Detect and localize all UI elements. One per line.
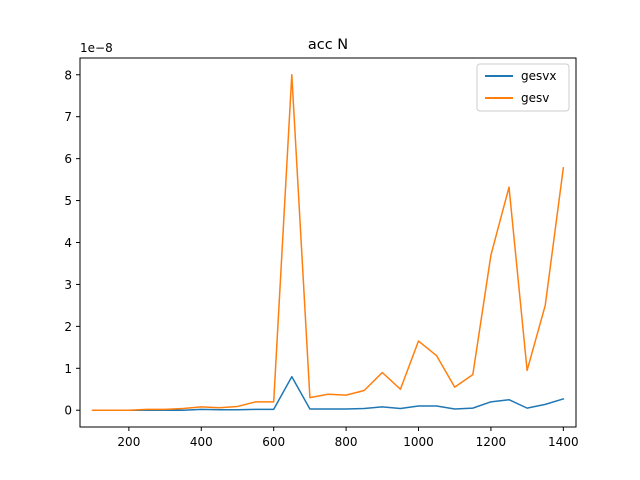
y-tick-label-5: 5 [64, 194, 72, 208]
x-tick-label-800: 800 [335, 435, 358, 449]
y-tick-label-0: 0 [64, 404, 72, 418]
y-tick-label-2: 2 [64, 320, 72, 334]
legend-label-gesv: gesv [521, 91, 549, 105]
y-scale-label: 1e−8 [80, 41, 113, 55]
x-tick-label-400: 400 [190, 435, 213, 449]
y-tick-label-6: 6 [64, 152, 72, 166]
x-tick-label-1400: 1400 [548, 435, 579, 449]
x-tick-label-200: 200 [117, 435, 140, 449]
x-tick-label-600: 600 [262, 435, 285, 449]
x-tick-label-1200: 1200 [476, 435, 507, 449]
x-tick-label-1000: 1000 [403, 435, 434, 449]
y-tick-label-7: 7 [64, 110, 72, 124]
legend: gesvx gesv [477, 64, 569, 111]
y-tick-label-3: 3 [64, 278, 72, 292]
legend-label-gesvx: gesvx [521, 69, 556, 83]
y-tick-label-4: 4 [64, 236, 72, 250]
y-tick-label-1: 1 [64, 362, 72, 376]
y-tick-label-8: 8 [64, 68, 72, 82]
chart-title: acc N [308, 37, 348, 53]
